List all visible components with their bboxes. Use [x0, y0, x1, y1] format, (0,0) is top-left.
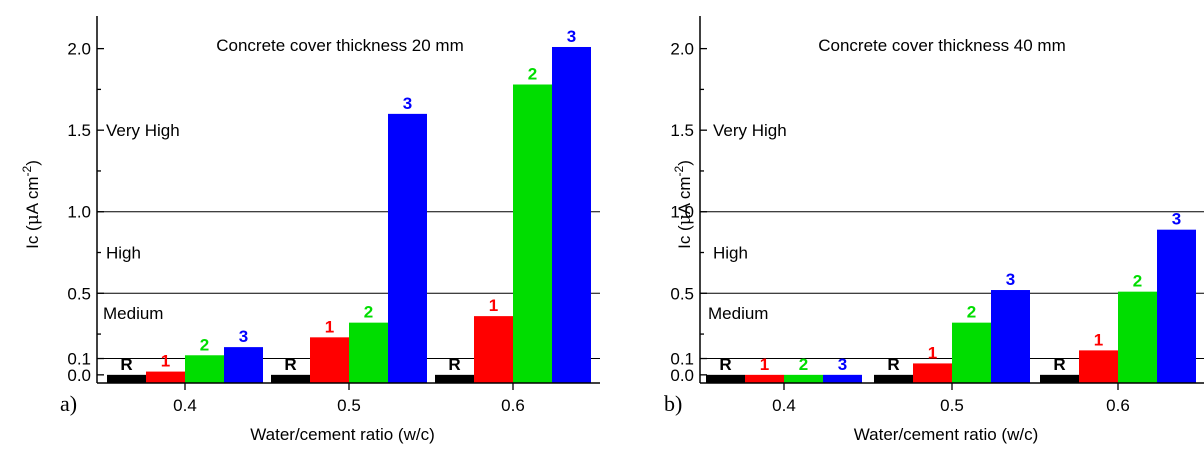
bar-label-R-0.5: R	[284, 355, 296, 374]
bar-1-0.4	[146, 371, 185, 383]
bar-2-0.4	[185, 355, 224, 383]
x-tick-label-0.4: 0.4	[772, 396, 796, 415]
panel-tag: b)	[664, 391, 682, 416]
y-tick-label-1.0: 1.0	[67, 203, 91, 222]
bar-label-2-0.5: 2	[364, 303, 373, 322]
bar-label-R-0.4: R	[719, 355, 731, 374]
y-tick-label-1.0: 1.0	[670, 203, 694, 222]
bar-label-1-0.4: 1	[760, 355, 769, 374]
y-axis-title-exponent: -2	[672, 165, 686, 176]
bar-3-0.5	[991, 290, 1030, 383]
bar-label-3-0.5: 3	[1006, 270, 1015, 289]
bar-1-0.4	[745, 374, 784, 383]
bar-1-0.6	[474, 316, 513, 383]
x-tick-label-0.6: 0.6	[501, 396, 525, 415]
bar-label-1-0.4: 1	[161, 352, 170, 371]
bar-label-2-0.4: 2	[200, 335, 209, 354]
bar-label-2-0.6: 2	[528, 65, 537, 84]
bar-label-3-0.4: 3	[239, 327, 248, 346]
x-tick-label-0.5: 0.5	[940, 396, 964, 415]
bar-label-2-0.6: 2	[1133, 272, 1142, 291]
y-tick-label-1.5: 1.5	[67, 121, 91, 140]
bar-R-0.5	[271, 374, 310, 383]
bar-label-R-0.6: R	[448, 355, 460, 374]
panel-tag: a)	[60, 391, 77, 416]
y-tick-label-0.0: 0.0	[670, 366, 694, 385]
bar-label-2-0.5: 2	[967, 303, 976, 322]
bar-2-0.6	[513, 84, 552, 384]
bar-label-3-0.4: 3	[838, 355, 847, 374]
bar-1-0.5	[913, 363, 952, 383]
x-tick-label-0.5: 0.5	[337, 396, 361, 415]
bar-3-0.4	[224, 347, 263, 383]
chart-title: Concrete cover thickness 40 mm	[818, 36, 1066, 55]
zone-label-1: High	[713, 244, 748, 263]
zone-label-0: Very High	[106, 121, 180, 140]
y-axis-title-prefix: Ic (	[675, 225, 694, 249]
y-axis-title-unit: A cm	[675, 176, 694, 214]
y-tick-label-1.5: 1.5	[670, 121, 694, 140]
chart-panel-1: R 1 2 3 R 1 2 3 R 1 2 3 0.00.1 0.5 1.0 1.5 2.0 0.4 0.5 0.6 V…	[20, 16, 600, 444]
y-axis-title: Ic (μA cm-2)	[672, 160, 695, 249]
y-tick-label-0.1: 0.1	[670, 350, 694, 369]
y-axis-title-unit: A cm	[23, 176, 42, 214]
chart-panel-2: R 1 2 3 R 1 2 3 R 1 2 3 0.00.1 0.5 1.0 1.5 2.0 0.4 0.5 0.6 V…	[664, 16, 1204, 444]
y-axis-title-mu: μ	[675, 214, 695, 225]
bar-2-0.6	[1118, 291, 1157, 383]
bar-2-0.4	[784, 374, 823, 383]
y-tick-label-0.1: 0.1	[67, 350, 91, 369]
bar-R-0.4	[107, 374, 146, 383]
zone-label-1: High	[106, 244, 141, 263]
bar-label-1-0.6: 1	[489, 296, 498, 315]
bar-R-0.6	[435, 374, 474, 383]
x-tick-label-0.4: 0.4	[173, 396, 197, 415]
y-tick-label-2.0: 2.0	[670, 40, 694, 59]
zone-label-2: Medium	[708, 304, 768, 323]
y-axis-title-exponent: -2	[20, 165, 34, 176]
bar-label-R-0.4: R	[120, 355, 132, 374]
bar-2-0.5	[349, 322, 388, 383]
bar-1-0.5	[310, 337, 349, 383]
y-axis-title-mu: μ	[23, 214, 43, 225]
x-axis-title: Water/cement ratio (w/c)	[250, 425, 435, 444]
bar-label-2-0.4: 2	[799, 355, 808, 374]
y-tick-label-0.5: 0.5	[670, 284, 694, 303]
y-axis-title-prefix: Ic (	[23, 225, 42, 249]
bar-R-0.6	[1040, 374, 1079, 383]
bar-R-0.5	[874, 374, 913, 383]
y-axis-title-suffix: )	[23, 160, 42, 166]
x-tick-label-0.6: 0.6	[1106, 396, 1130, 415]
bar-label-1-0.5: 1	[325, 317, 334, 336]
y-axis-title-suffix: )	[675, 160, 694, 166]
bar-R-0.4	[706, 374, 745, 383]
bar-3-0.6	[552, 46, 591, 383]
bar-label-R-0.6: R	[1053, 355, 1065, 374]
bar-3-0.4	[823, 374, 862, 383]
bar-3-0.6	[1157, 229, 1196, 383]
x-axis-title: Water/cement ratio (w/c)	[854, 425, 1039, 444]
bar-label-R-0.5: R	[887, 355, 899, 374]
y-tick-label-0.5: 0.5	[67, 284, 91, 303]
zone-label-0: Very High	[713, 121, 787, 140]
bar-3-0.5	[388, 113, 427, 383]
bar-label-1-0.5: 1	[928, 343, 937, 362]
bar-label-3-0.6: 3	[567, 27, 576, 46]
bar-label-1-0.6: 1	[1094, 330, 1103, 349]
y-tick-label-0.0: 0.0	[67, 366, 91, 385]
y-axis-title: Ic (μA cm-2)	[20, 160, 43, 249]
zone-label-2: Medium	[103, 304, 163, 323]
bar-label-3-0.5: 3	[403, 94, 412, 113]
y-tick-label-2.0: 2.0	[67, 40, 91, 59]
chart-title: Concrete cover thickness 20 mm	[216, 36, 464, 55]
bar-label-3-0.6: 3	[1172, 210, 1181, 229]
bar-1-0.6	[1079, 350, 1118, 383]
bar-2-0.5	[952, 322, 991, 383]
